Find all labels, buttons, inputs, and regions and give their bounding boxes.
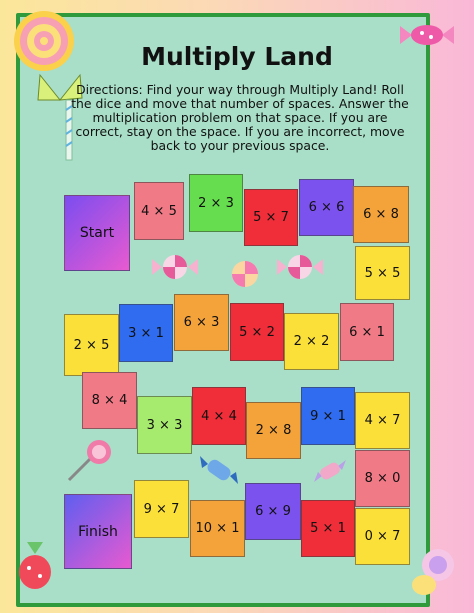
board-space: 10 × 1	[190, 500, 245, 557]
candy-stick-icon	[37, 73, 83, 161]
wrapped-candy-icon	[200, 456, 238, 484]
board-space: 8 × 4	[82, 372, 137, 429]
board-space: 4 × 5	[134, 182, 184, 240]
board-space: 3 × 1	[119, 304, 173, 362]
peppermint-icon	[232, 261, 258, 287]
board-space: 5 × 7	[244, 189, 298, 246]
board-space: 2 × 2	[284, 313, 339, 370]
board-space: 6 × 3	[174, 294, 229, 351]
board-space: 6 × 1	[340, 303, 394, 361]
board-space: 5 × 1	[301, 500, 355, 557]
board-space: 3 × 3	[137, 396, 192, 454]
lollipop-icon	[67, 440, 111, 482]
board-space: 9 × 1	[301, 387, 355, 445]
board-space: 6 × 8	[353, 186, 409, 243]
board-space: 8 × 0	[355, 450, 410, 507]
board-space: 0 × 7	[355, 508, 410, 565]
wrapped-candy-icon	[400, 25, 454, 45]
board-space: 5 × 5	[355, 246, 410, 300]
board-space: 9 × 7	[134, 480, 189, 538]
board-space: 4 × 4	[192, 387, 246, 445]
candy-icon	[19, 542, 51, 589]
pacifier-icon	[412, 549, 454, 595]
board-space: 6 × 9	[245, 483, 301, 540]
board-space: 2 × 8	[246, 402, 301, 459]
lollipop-icon	[14, 11, 74, 71]
page-title: Multiply Land	[141, 42, 333, 71]
peppermint-icon	[277, 255, 323, 279]
peppermint-icon	[152, 255, 198, 279]
board-space: 2 × 3	[189, 174, 243, 232]
board-space: 4 × 7	[355, 392, 410, 449]
space-finish: Finish	[64, 494, 132, 569]
space-start: Start	[64, 195, 130, 271]
board-space: 2 × 5	[64, 314, 119, 376]
board-space: 5 × 2	[230, 303, 284, 361]
board-space: 6 × 6	[299, 179, 354, 236]
directions-text: Directions: Find your way through Multip…	[71, 82, 409, 153]
wrapped-candy-icon	[314, 460, 346, 482]
